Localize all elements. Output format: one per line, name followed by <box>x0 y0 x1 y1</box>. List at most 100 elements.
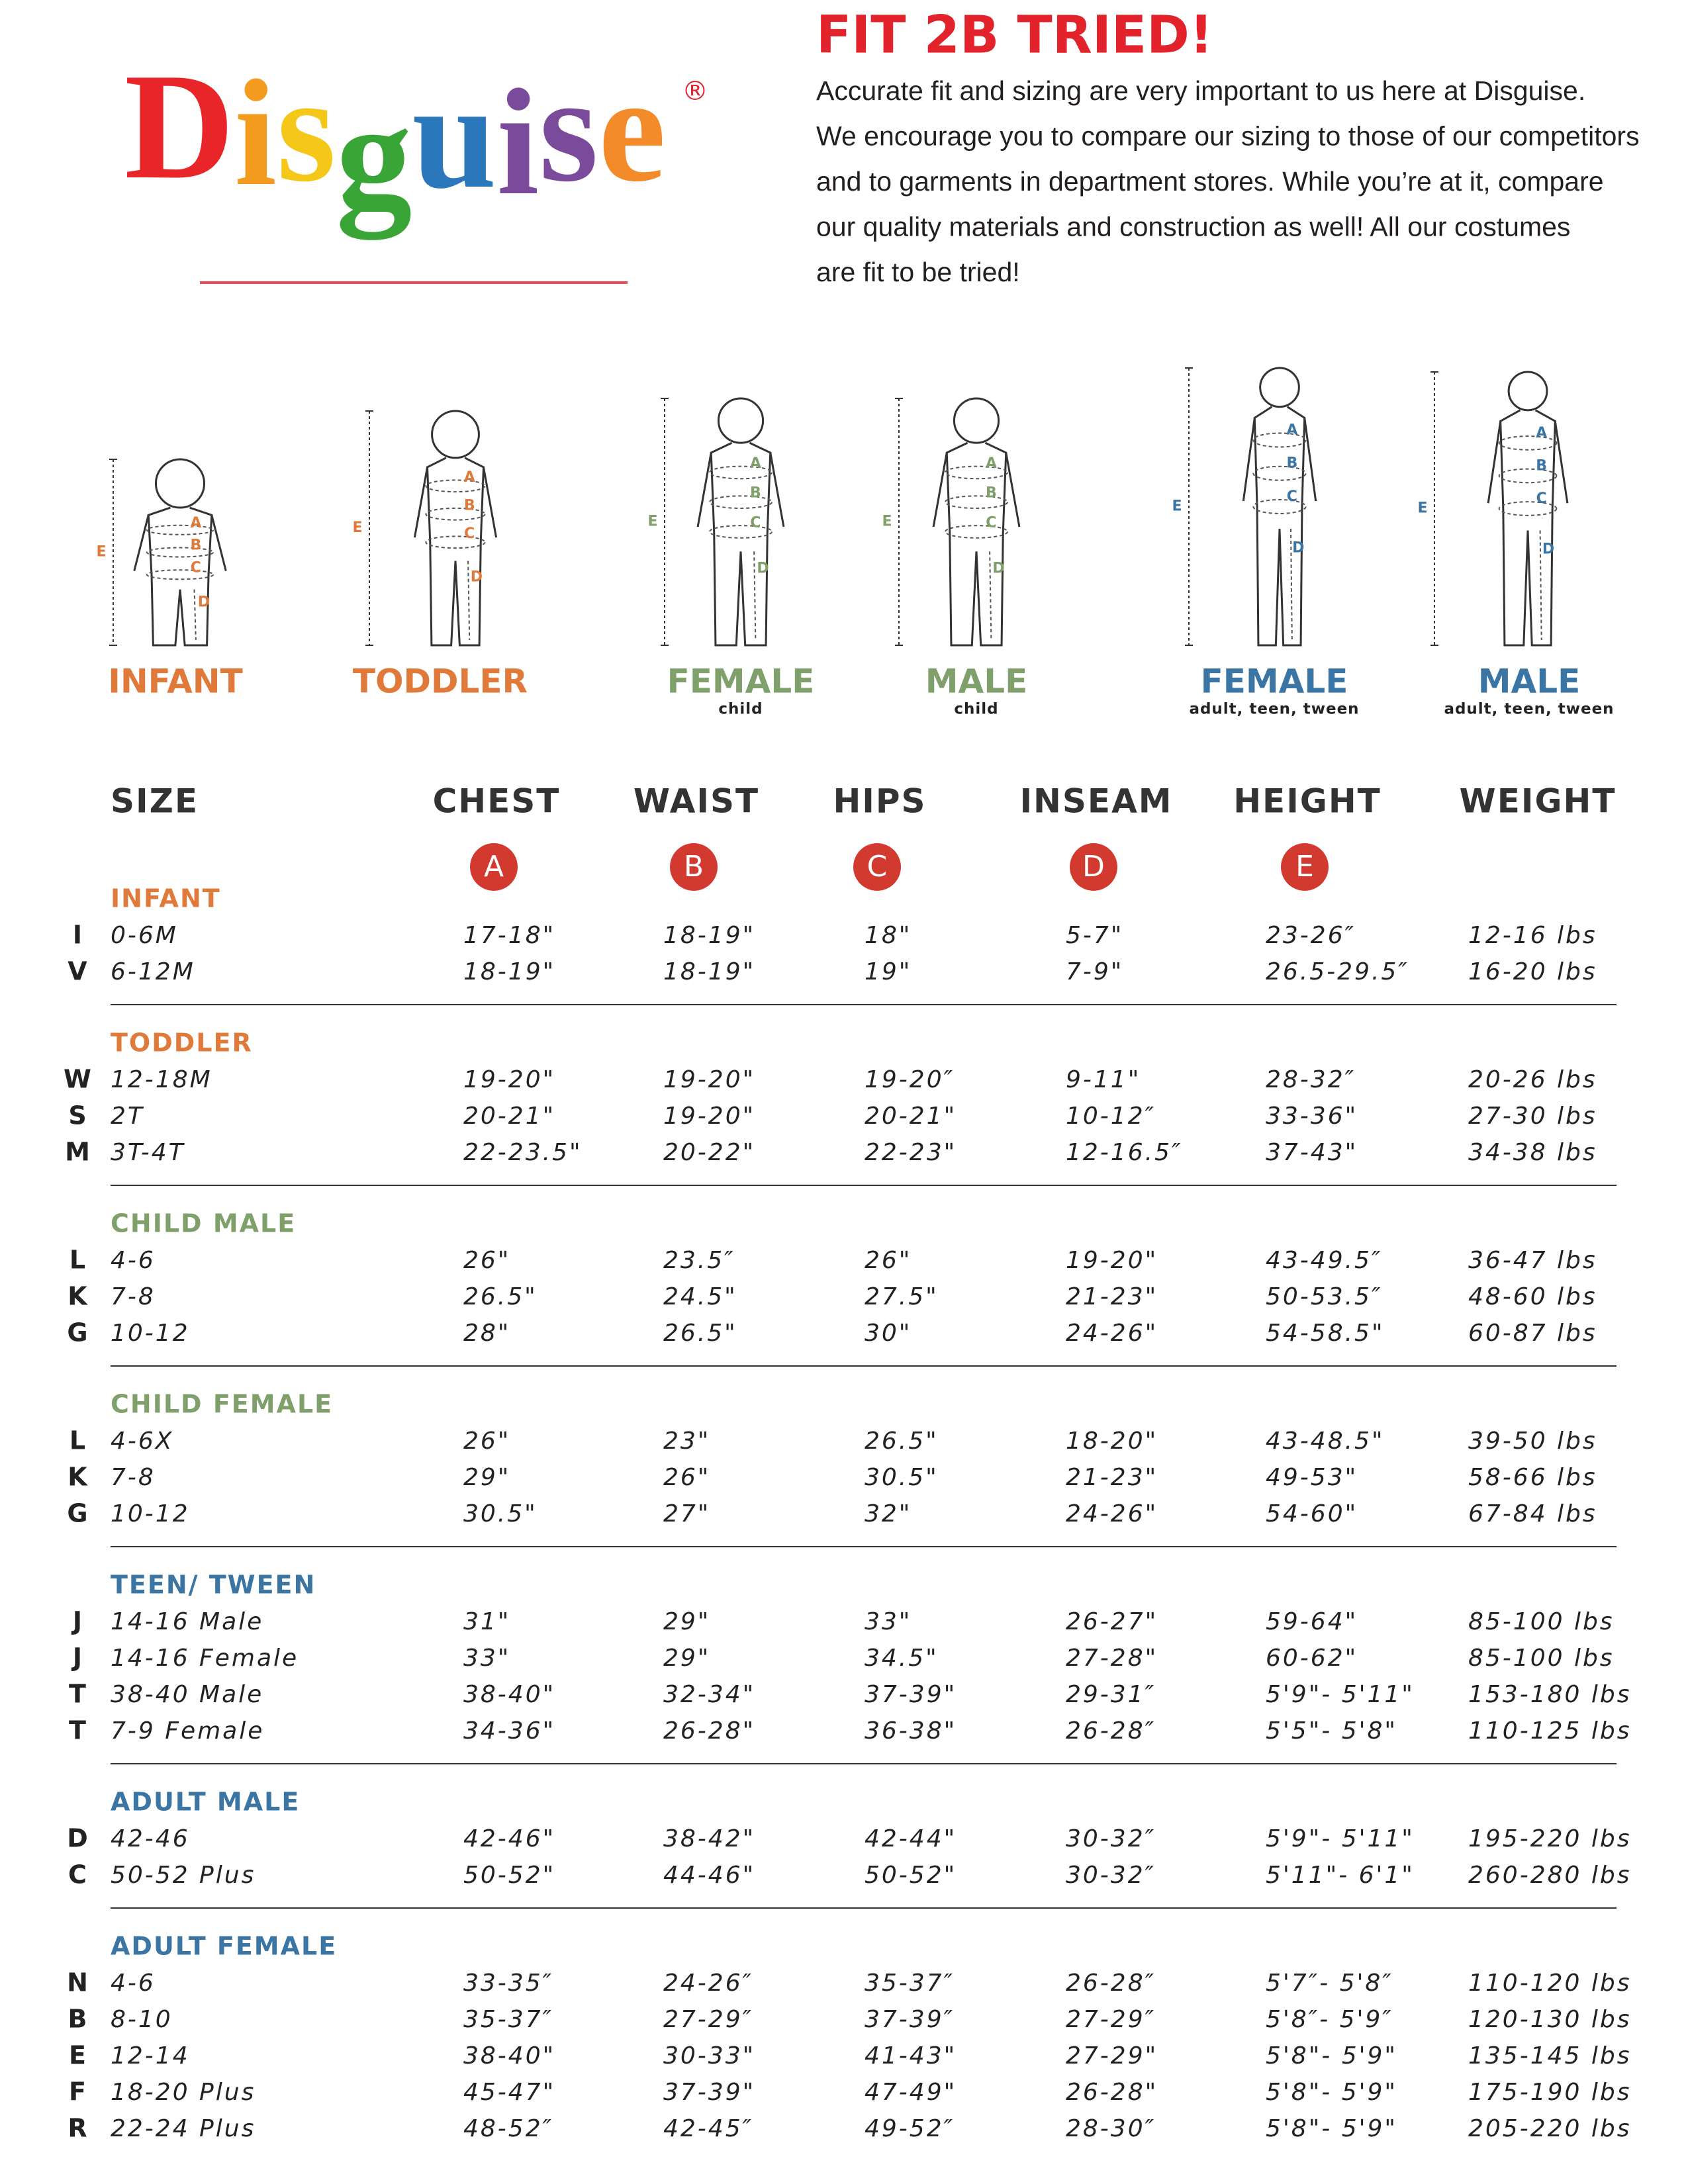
table-cell: 30.5" <box>865 1464 939 1491</box>
measure-letter: E <box>1417 500 1427 517</box>
table-cell: 30-32″ <box>1066 1862 1156 1889</box>
table-cell: 28-30″ <box>1066 2115 1156 2142</box>
table-cell: 175-190 lbs <box>1468 2079 1631 2106</box>
table-cell: 37-39" <box>663 2079 755 2106</box>
table-cell: 45-47" <box>463 2079 555 2106</box>
table-cell: 27-30 lbs <box>1468 1103 1597 1130</box>
table-cell: 0-6M <box>111 922 178 949</box>
table-cell: 18-19" <box>463 958 555 985</box>
marker-circle <box>470 843 518 891</box>
table-cell: 29" <box>463 1464 510 1491</box>
figure-arms <box>696 452 785 527</box>
table-cell: 49-52″ <box>865 2115 955 2142</box>
table-cell: 22-23.5" <box>463 1139 583 1166</box>
figure-sublabel: child <box>718 701 763 718</box>
table-cell: 5'5"- 5'8" <box>1266 1717 1397 1745</box>
figure-body <box>945 441 1008 647</box>
measure-ellipse <box>709 525 773 539</box>
table-cell: 26.5-29.5″ <box>1266 958 1409 985</box>
figure-sublabel: adult, teen, tween <box>1189 701 1359 718</box>
table-cell: 30.5" <box>463 1500 538 1527</box>
measure-letter: B <box>750 485 761 502</box>
table-cell: 23.5″ <box>663 1247 735 1274</box>
measure-letter: D <box>1542 541 1554 557</box>
table-cell: 43-49.5″ <box>1266 1247 1382 1274</box>
table-cell: 12-16 lbs <box>1468 922 1597 949</box>
table-cell: 28-32″ <box>1266 1066 1356 1093</box>
table-cell: 27-29″ <box>663 2006 753 2033</box>
figure-body <box>426 457 485 647</box>
measure-letter: C <box>750 514 761 531</box>
table-cell: 22-23" <box>865 1139 957 1166</box>
table-cell: 50-53.5″ <box>1266 1283 1382 1310</box>
table-cell: 34.5" <box>865 1645 939 1672</box>
figure-body <box>1499 409 1556 647</box>
table-cell: 50-52" <box>865 1862 957 1889</box>
measure-letter: E <box>882 514 892 530</box>
table-cell: 6-12M <box>111 958 195 985</box>
measure-letter: A <box>1286 422 1297 438</box>
table-cell: 7-9" <box>1066 958 1123 985</box>
table-cell: 42-45″ <box>663 2115 753 2142</box>
measure-letter: A <box>1536 425 1547 441</box>
table-cell: 85-100 lbs <box>1468 1645 1615 1672</box>
size-code: S <box>68 1101 86 1130</box>
size-code: G <box>67 1499 87 1528</box>
table-cell: 32-34" <box>663 1681 755 1708</box>
table-cell: 4-6 <box>111 1247 156 1274</box>
table-cell: 5'8"- 5'9" <box>1266 2042 1397 2070</box>
height-ends <box>661 398 669 646</box>
size-code: J <box>71 1607 82 1636</box>
table-cell: 33-36" <box>1266 1103 1358 1130</box>
measure-letter: B <box>464 497 475 514</box>
size-code: T <box>69 1716 86 1745</box>
table-cell: 18" <box>865 922 912 949</box>
figure-head <box>154 458 206 509</box>
measure-letter: B <box>1536 457 1547 474</box>
table-cell: 48-52″ <box>463 2115 553 2142</box>
table-cell: 2T <box>111 1103 144 1130</box>
measure-ellipse <box>709 465 773 480</box>
table-cell: 18-19" <box>663 958 755 985</box>
table-cell: 26-28" <box>663 1717 755 1745</box>
table-cell: 19-20" <box>663 1066 755 1093</box>
table-cell: 60-87 lbs <box>1468 1320 1597 1347</box>
table-cell: 260-280 lbs <box>1468 1862 1631 1889</box>
table-cell: 30-33" <box>663 2042 755 2070</box>
figure-arms <box>1487 421 1569 504</box>
table-cell: 26-28″ <box>1066 1717 1156 1745</box>
size-code: I <box>73 921 82 950</box>
table-cell: 29-31″ <box>1066 1681 1156 1708</box>
measure-ellipse <box>146 547 214 558</box>
figures: ABCDEINFANTABCDETODDLERABCDEFEMALEchildA… <box>96 367 1614 718</box>
table-cell: 26.5" <box>865 1428 939 1455</box>
marker-circle <box>1070 843 1117 891</box>
table-cell: 37-39″ <box>865 2006 955 2033</box>
table-cell: 27-28" <box>1066 1645 1158 1672</box>
measure-letter: E <box>352 520 362 536</box>
size-code: C <box>68 1860 87 1889</box>
figure-label: FEMALE <box>1201 662 1348 701</box>
table-cell: 5'9"- 5'11" <box>1266 1681 1415 1708</box>
table-cell: 59-64" <box>1266 1608 1358 1635</box>
paragraph-line: are fit to be tried! <box>816 257 1020 287</box>
table-cell: 26" <box>663 1464 710 1491</box>
size-code: F <box>69 2077 86 2107</box>
figure: ABC D E TODDLER <box>352 410 528 701</box>
table-cell: 12-18M <box>111 1066 212 1093</box>
table-cell: 7-8 <box>111 1283 156 1310</box>
table-cell: 33" <box>865 1608 912 1635</box>
table-cell: 26" <box>463 1428 510 1455</box>
table-cell: 41-43" <box>865 2042 957 2070</box>
measure-letter: E <box>647 514 657 530</box>
table-cell: 153-180 lbs <box>1468 1681 1631 1708</box>
figure-arms <box>413 467 498 538</box>
inseam-line <box>193 589 197 641</box>
table-cell: 5'8"- 5'9" <box>1266 2115 1397 2142</box>
table-cell: 5'8"- 5'9" <box>1266 2079 1397 2106</box>
marker-letter: A <box>484 850 504 884</box>
size-code: N <box>67 1968 88 1997</box>
measure-ellipse <box>425 535 486 549</box>
